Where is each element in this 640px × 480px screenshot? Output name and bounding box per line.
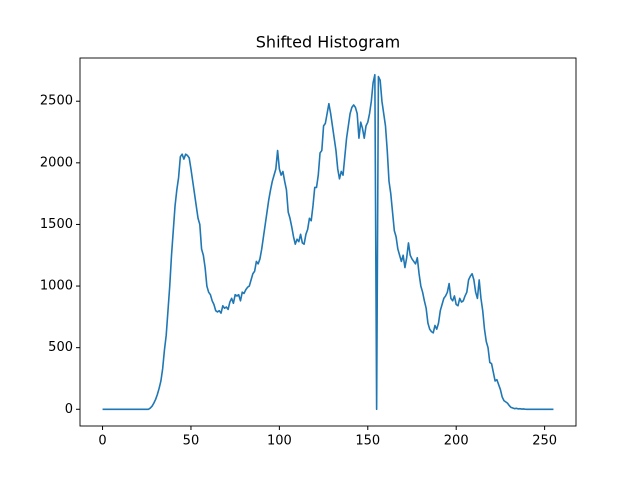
data-line <box>102 73 554 411</box>
y-tick-label: 2000 <box>40 155 73 170</box>
plot-frame <box>79 57 577 427</box>
y-tick-label: 500 <box>48 340 73 355</box>
x-tick-label: 50 <box>183 434 200 449</box>
chart-title: Shifted Histogram <box>256 33 400 52</box>
y-tick-label: 0 <box>65 402 73 417</box>
y-tick-label: 1000 <box>40 279 73 294</box>
x-tick-label: 100 <box>267 434 292 449</box>
x-tick-label: 0 <box>98 434 106 449</box>
y-tick-label: 1500 <box>40 217 73 232</box>
x-tick-label: 200 <box>444 434 469 449</box>
x-tick-label: 150 <box>355 434 380 449</box>
y-tick-label: 2500 <box>40 94 73 109</box>
x-tick-label: 250 <box>532 434 557 449</box>
